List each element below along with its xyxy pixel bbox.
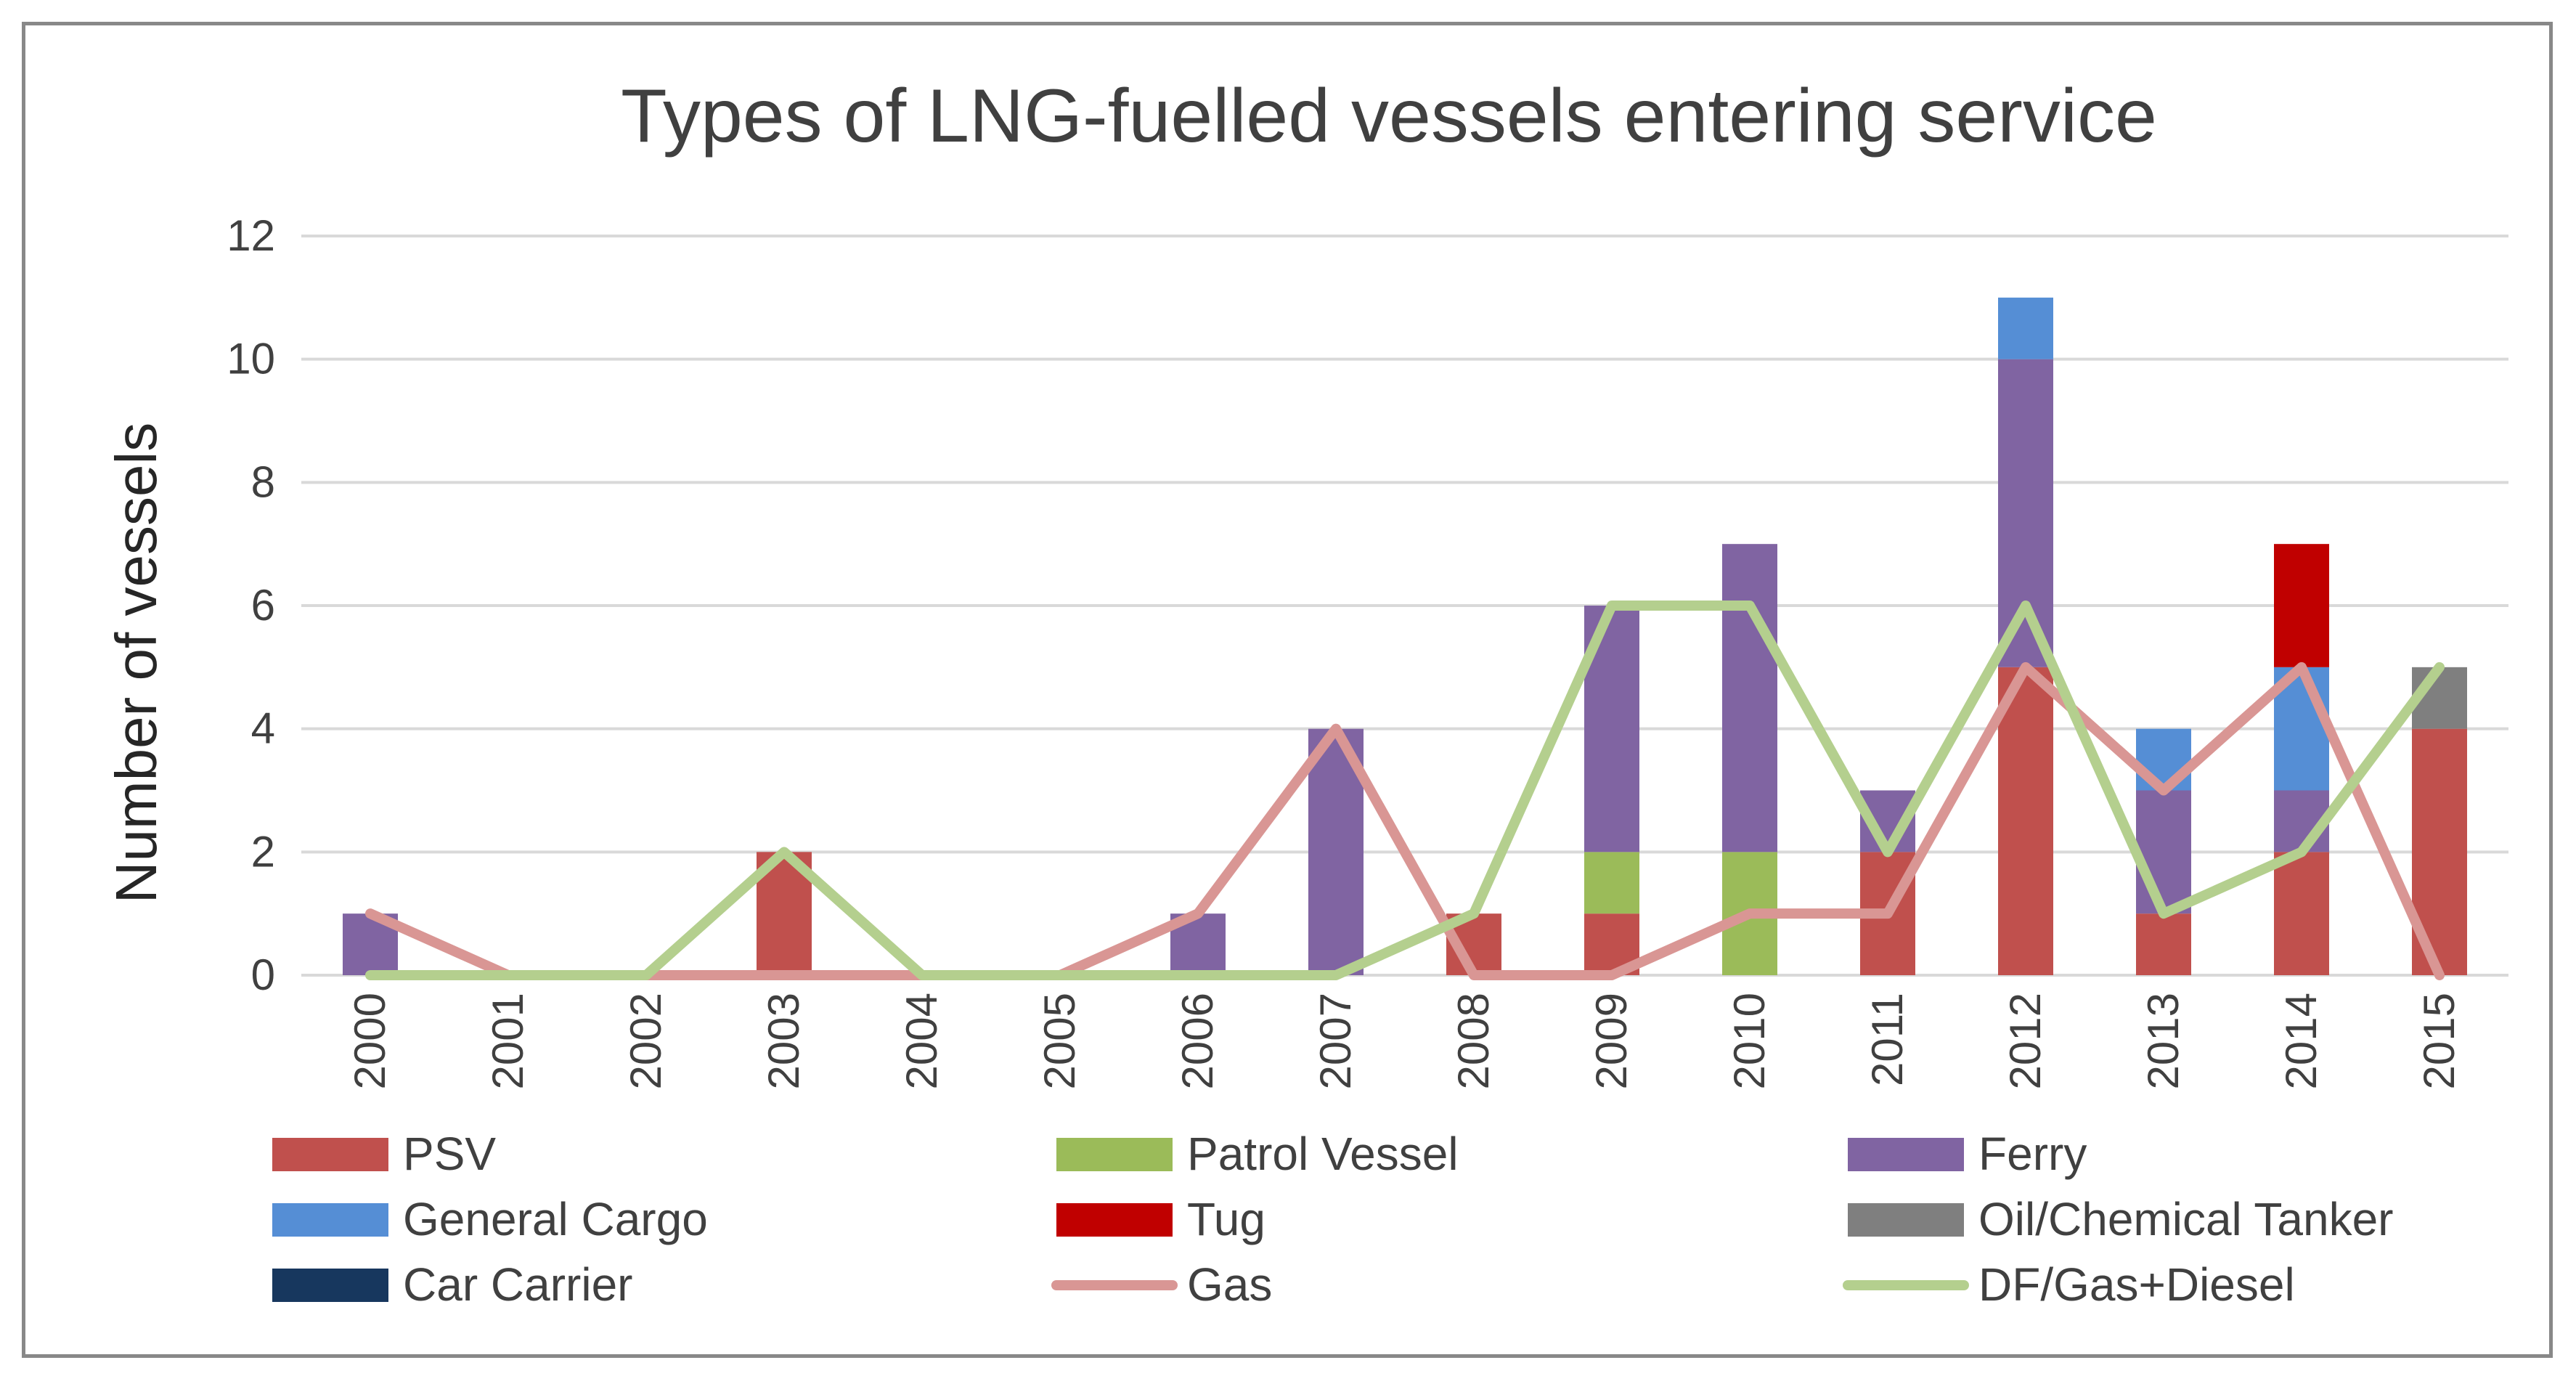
x-tick-label-2008: 2008	[1449, 993, 1498, 1089]
x-tick-label-2005: 2005	[1035, 993, 1084, 1089]
legend-swatch-tug	[1056, 1203, 1173, 1237]
legend-label-patrol-vessel: Patrol Vessel	[1187, 1128, 1459, 1180]
y-tick-label: 8	[251, 457, 275, 506]
y-tick-label: 2	[251, 827, 275, 876]
bar-psv-2012	[1998, 667, 2053, 975]
bar-ferry-2012	[1998, 359, 2053, 667]
legend-label-general-cargo: General Cargo	[403, 1193, 708, 1245]
bar-patrol-vessel-2009	[1584, 852, 1639, 914]
line-df-gas-diesel	[365, 601, 2445, 980]
legend-item-patrol-vessel: Patrol Vessel	[1056, 1128, 1459, 1180]
legend-swatch-car-carrier	[272, 1269, 388, 1302]
legend-item-df-gas-diesel: DF/Gas+Diesel	[1843, 1258, 2295, 1311]
x-tick-label-2004: 2004	[897, 993, 946, 1089]
legend-item-car-carrier: Car Carrier	[272, 1258, 632, 1311]
bar-ferry-2013	[2136, 790, 2191, 914]
y-axis-label: Number of vessels	[104, 423, 168, 903]
legend-label-tug: Tug	[1187, 1193, 1265, 1245]
legend: PSV Patrol Vessel Ferry General Cargo Tug Oil…	[272, 1128, 2393, 1311]
legend-swatch-ferry	[1848, 1138, 1964, 1171]
x-tick-label-2002: 2002	[621, 993, 670, 1089]
chart-title: Types of LNG-fuelled vessels entering se…	[621, 74, 2157, 158]
legend-swatch-patrol-vessel	[1056, 1138, 1173, 1171]
chart-frame: Types of LNG-fuelled vessels entering se…	[22, 22, 2553, 1358]
y-tick-label: 0	[251, 951, 275, 999]
gridlines	[301, 235, 2508, 977]
x-tick-label-2014: 2014	[2277, 993, 2326, 1089]
x-tick-label-2006: 2006	[1173, 993, 1222, 1089]
x-tick-label-2003: 2003	[759, 993, 808, 1089]
legend-label-df-gas-diesel: DF/Gas+Diesel	[1978, 1258, 2295, 1311]
chart-svg: Types of LNG-fuelled vessels entering se…	[104, 74, 2508, 1311]
legend-label-oil-chemical-tanker: Oil/Chemical Tanker	[1978, 1193, 2393, 1245]
bar-psv-2013	[2136, 913, 2191, 975]
x-tick-label-2007: 2007	[1311, 993, 1360, 1089]
legend-item-tug: Tug	[1056, 1193, 1265, 1245]
y-tick-label: 10	[227, 335, 275, 383]
y-tick-label: 4	[251, 704, 275, 753]
legend-item-gas: Gas	[1051, 1258, 1272, 1311]
legend-label-ferry: Ferry	[1978, 1128, 2087, 1180]
x-tick-label-2011: 2011	[1863, 993, 1912, 1086]
legend-swatch-psv	[272, 1138, 388, 1171]
legend-label-car-carrier: Car Carrier	[403, 1258, 632, 1311]
x-tick-label-2015: 2015	[2415, 993, 2463, 1089]
legend-swatch-general-cargo	[272, 1203, 388, 1237]
bar-general-cargo-2013	[2136, 728, 2191, 791]
legend-label-psv: PSV	[403, 1128, 496, 1180]
legend-item-oil-chemical-tanker: Oil/Chemical Tanker	[1848, 1193, 2393, 1245]
legend-swatch-oil-chemical-tanker	[1848, 1203, 1964, 1237]
legend-item-psv: PSV	[272, 1128, 496, 1180]
bar-psv-2014	[2274, 852, 2329, 975]
x-tick-label-2009: 2009	[1587, 993, 1636, 1089]
x-ticks: 2000 2001 2002 2003 2004 2005 2006 2007 2008 2009…	[346, 993, 2463, 1089]
series-lines	[365, 601, 2445, 980]
x-tick-label-2000: 2000	[346, 993, 394, 1089]
bar-tug-2014	[2274, 544, 2329, 667]
bar-general-cargo-2012	[1998, 297, 2053, 359]
y-tick-label: 6	[251, 581, 275, 630]
x-tick-label-2001: 2001	[484, 993, 532, 1089]
y-ticks: 0 2 4 6 8 10 12	[227, 211, 275, 999]
x-tick-label-2012: 2012	[2001, 993, 2050, 1089]
bar-ferry-2010	[1722, 544, 1777, 852]
legend-item-ferry: Ferry	[1848, 1128, 2087, 1180]
y-tick-label: 12	[227, 211, 275, 260]
x-tick-label-2013: 2013	[2139, 993, 2188, 1089]
line-gas	[365, 662, 2445, 980]
legend-label-gas: Gas	[1187, 1258, 1272, 1311]
legend-item-general-cargo: General Cargo	[272, 1193, 708, 1245]
x-tick-label-2010: 2010	[1725, 993, 1774, 1089]
